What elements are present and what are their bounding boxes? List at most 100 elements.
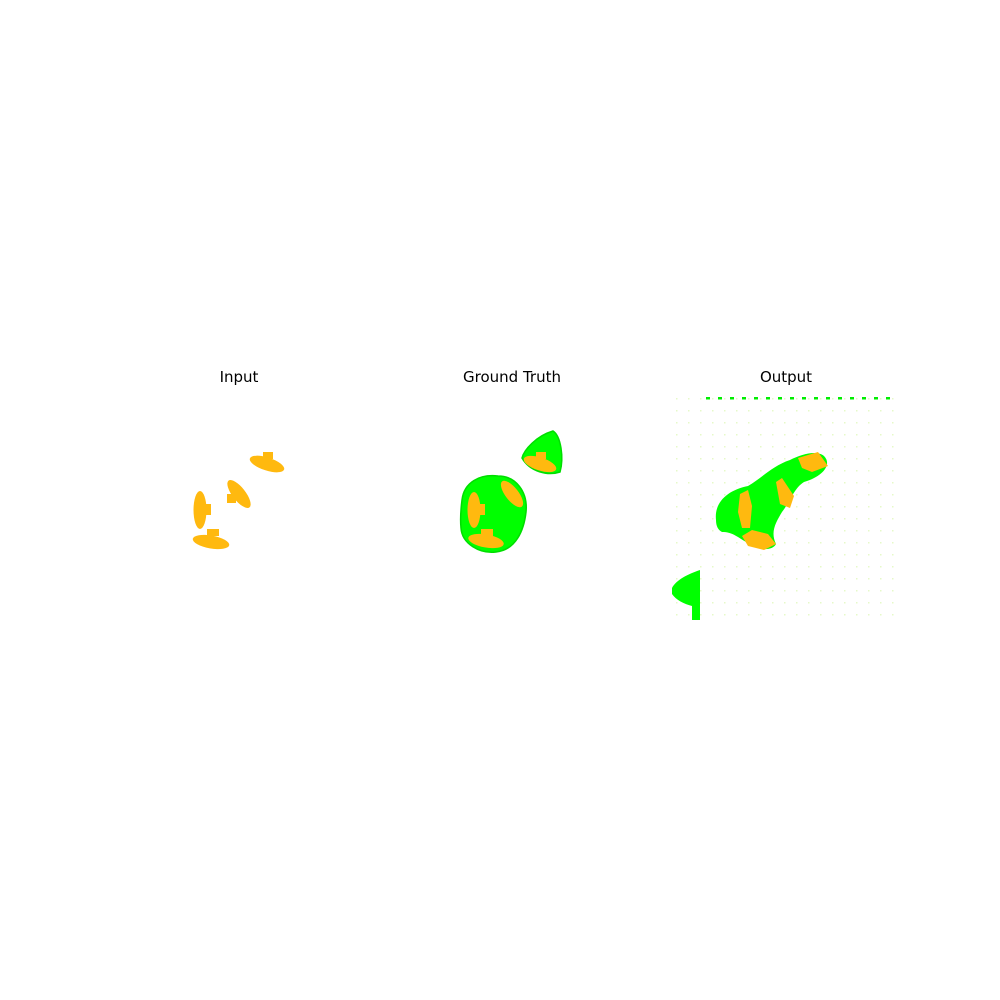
ground-truth-object-1 (523, 455, 557, 473)
output-speckle (700, 614, 702, 616)
output-speckle (796, 422, 798, 424)
output-speckle (748, 434, 750, 436)
output-speckle (808, 482, 810, 484)
output-speckle (736, 554, 738, 556)
output-speckle (892, 458, 894, 460)
output-speckle (868, 410, 870, 412)
output-speckle (856, 542, 858, 544)
output-speckle (796, 602, 798, 604)
output-speckle (832, 542, 834, 544)
output-speckle (868, 458, 870, 460)
output-speckle (724, 566, 726, 568)
output-speckle (808, 566, 810, 568)
output-speckle (856, 494, 858, 496)
output-speckle (844, 578, 846, 580)
ground-truth-object-2 (500, 480, 524, 508)
output-speckle (832, 434, 834, 436)
output-speckle (784, 566, 786, 568)
output-speckle (868, 590, 870, 592)
output-speckle (856, 482, 858, 484)
output-speckle (844, 614, 846, 616)
output-speckle (832, 398, 834, 400)
ground-truth-object-4 (468, 533, 504, 549)
output-speckle (820, 578, 822, 580)
output-speckle (748, 482, 750, 484)
output-speckle (760, 566, 762, 568)
output-speckle (688, 530, 690, 532)
output-speckle (880, 494, 882, 496)
output-speckle (700, 410, 702, 412)
output-speckle (712, 458, 714, 460)
output-top-dot (754, 397, 758, 400)
output-speckle (880, 614, 882, 616)
output-speckle (820, 542, 822, 544)
output-speckle (892, 422, 894, 424)
output-speckle (700, 470, 702, 472)
output-speckle (892, 578, 894, 580)
output-speckle (820, 494, 822, 496)
output-speckle (784, 530, 786, 532)
output-speckle (712, 494, 714, 496)
output-top-dot (874, 397, 878, 400)
output-speckle (844, 542, 846, 544)
output-speckle (712, 578, 714, 580)
output-speckle (772, 602, 774, 604)
output-speckle (688, 566, 690, 568)
output-speckle (856, 470, 858, 472)
output-speckle (868, 614, 870, 616)
output-speckle (784, 410, 786, 412)
output-object-2 (776, 478, 794, 508)
output-speckle (820, 614, 822, 616)
output-speckle (676, 542, 678, 544)
output-speckle (748, 410, 750, 412)
output-speckle (724, 494, 726, 496)
output-speckle (796, 446, 798, 448)
output-speckle (784, 614, 786, 616)
output-speckle (892, 590, 894, 592)
output-speckle (784, 578, 786, 580)
output-speckle (772, 446, 774, 448)
output-speckle (736, 614, 738, 616)
output-speckle (688, 458, 690, 460)
output-speckle (856, 530, 858, 532)
output-speckle (820, 590, 822, 592)
output-speckle (736, 578, 738, 580)
output-speckle (772, 614, 774, 616)
output-speckle (856, 458, 858, 460)
output-speckle (688, 422, 690, 424)
output-speckle (892, 398, 894, 400)
ground-truth-object-4-tab (481, 529, 493, 536)
output-speckle (712, 434, 714, 436)
output-speckle (688, 518, 690, 520)
output-speckle (724, 470, 726, 472)
output-speckle (676, 614, 678, 616)
output-speckle (808, 578, 810, 580)
output-speckle (892, 542, 894, 544)
output-speckle (712, 542, 714, 544)
output-speckle (748, 398, 750, 400)
output-speckle (724, 422, 726, 424)
output-speckle (820, 554, 822, 556)
output-speckle (844, 458, 846, 460)
output-speckle (808, 434, 810, 436)
output-speckle (844, 410, 846, 412)
output-speckle (868, 398, 870, 400)
output-speckle (868, 602, 870, 604)
output-speckle (772, 566, 774, 568)
output-top-dots (706, 397, 890, 400)
output-speckle (880, 506, 882, 508)
output-speckle (784, 446, 786, 448)
output-speckle (784, 518, 786, 520)
output-speckle (724, 410, 726, 412)
output-speckle (820, 446, 822, 448)
output-speckle (880, 482, 882, 484)
output-speckle (892, 506, 894, 508)
output-speckle (820, 530, 822, 532)
output-speckle (700, 566, 702, 568)
output-speckle (784, 542, 786, 544)
output-speckle (712, 530, 714, 532)
output-top-dot (802, 397, 806, 400)
output-speckle (712, 614, 714, 616)
ground-truth-canvas (459, 430, 563, 553)
output-speckle (832, 518, 834, 520)
